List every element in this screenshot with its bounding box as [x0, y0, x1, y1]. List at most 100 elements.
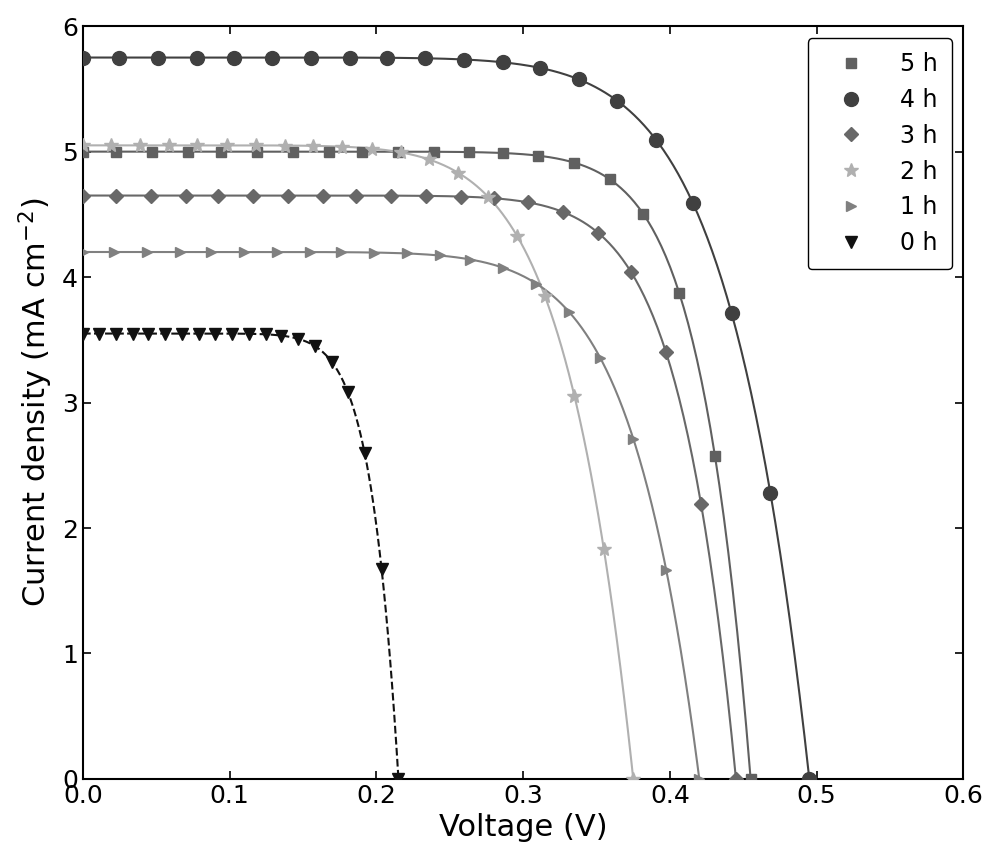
4 h	[77, 52, 89, 63]
1 h	[141, 247, 153, 257]
1 h	[271, 247, 283, 257]
4 h	[726, 308, 738, 319]
5 h	[287, 147, 299, 157]
Line: 4 h: 4 h	[76, 51, 816, 786]
1 h	[77, 247, 89, 257]
1 h	[563, 308, 575, 318]
1 h	[238, 247, 250, 257]
Legend: 5 h, 4 h, 3 h, 2 h, 1 h, 0 h: 5 h, 4 h, 3 h, 2 h, 1 h, 0 h	[808, 38, 952, 270]
2 h	[105, 140, 117, 150]
3 h	[317, 191, 329, 201]
0 h	[376, 564, 388, 574]
2 h	[191, 140, 203, 150]
0 h	[77, 328, 89, 338]
4 h	[381, 52, 393, 63]
1 h	[693, 774, 705, 784]
4 h	[113, 52, 125, 63]
0 h	[176, 328, 188, 338]
0 h	[309, 341, 321, 351]
5 h	[146, 147, 158, 157]
2 h	[221, 140, 233, 150]
0 h	[209, 328, 221, 338]
4 h	[497, 58, 509, 68]
1 h	[627, 434, 639, 444]
5 h	[568, 157, 580, 168]
3 h	[488, 193, 500, 204]
0 h	[127, 328, 139, 338]
4 h	[191, 52, 203, 63]
4 h	[344, 52, 356, 63]
2 h	[598, 544, 610, 554]
2 h	[307, 141, 319, 151]
5 h	[323, 147, 335, 157]
2 h	[568, 391, 580, 401]
4 h	[534, 63, 546, 73]
Y-axis label: Current density (mA cm$^{-2}$): Current density (mA cm$^{-2}$)	[17, 198, 55, 607]
1 h	[530, 278, 542, 289]
5 h	[356, 147, 368, 157]
4 h	[152, 52, 164, 63]
3 h	[247, 191, 259, 201]
4 h	[573, 74, 585, 84]
1 h	[401, 248, 413, 259]
5 h	[251, 147, 263, 157]
1 h	[174, 247, 186, 257]
3 h	[110, 191, 122, 201]
5 h	[497, 148, 509, 158]
2 h	[627, 774, 639, 784]
5 h	[532, 150, 544, 161]
4 h	[419, 53, 431, 64]
3 h	[455, 192, 467, 202]
0 h	[110, 328, 122, 338]
Line: 3 h: 3 h	[78, 191, 741, 783]
0 h	[159, 328, 171, 338]
4 h	[803, 774, 815, 784]
1 h	[497, 263, 509, 273]
4 h	[305, 52, 317, 63]
1 h	[335, 247, 347, 258]
2 h	[134, 140, 146, 150]
3 h	[385, 191, 397, 201]
3 h	[212, 191, 224, 201]
1 h	[464, 254, 476, 265]
5 h	[428, 147, 440, 157]
4 h	[458, 54, 470, 64]
0 h	[342, 387, 354, 397]
3 h	[420, 191, 432, 201]
4 h	[228, 52, 240, 63]
0 h	[260, 329, 272, 339]
0 h	[243, 329, 255, 339]
0 h	[392, 774, 404, 784]
5 h	[673, 288, 685, 298]
5 h	[110, 147, 122, 157]
3 h	[522, 198, 534, 208]
4 h	[650, 135, 662, 145]
Line: 2 h: 2 h	[76, 138, 640, 786]
1 h	[205, 247, 217, 257]
4 h	[611, 95, 623, 106]
1 h	[434, 250, 446, 260]
3 h	[695, 498, 707, 509]
0 h	[275, 331, 287, 341]
0 h	[193, 328, 205, 338]
0 h	[326, 357, 338, 368]
5 h	[215, 147, 227, 157]
3 h	[592, 228, 604, 238]
0 h	[142, 328, 154, 338]
2 h	[250, 140, 262, 150]
5 h	[604, 174, 616, 185]
0 h	[93, 328, 105, 338]
2 h	[539, 291, 551, 302]
5 h	[745, 774, 757, 784]
2 h	[279, 140, 291, 150]
2 h	[423, 155, 435, 165]
5 h	[182, 147, 194, 157]
3 h	[282, 191, 294, 201]
0 h	[359, 448, 371, 459]
1 h	[660, 565, 672, 576]
1 h	[108, 247, 120, 257]
Line: 0 h: 0 h	[77, 328, 404, 784]
2 h	[482, 192, 494, 202]
4 h	[266, 52, 278, 63]
1 h	[304, 247, 316, 257]
